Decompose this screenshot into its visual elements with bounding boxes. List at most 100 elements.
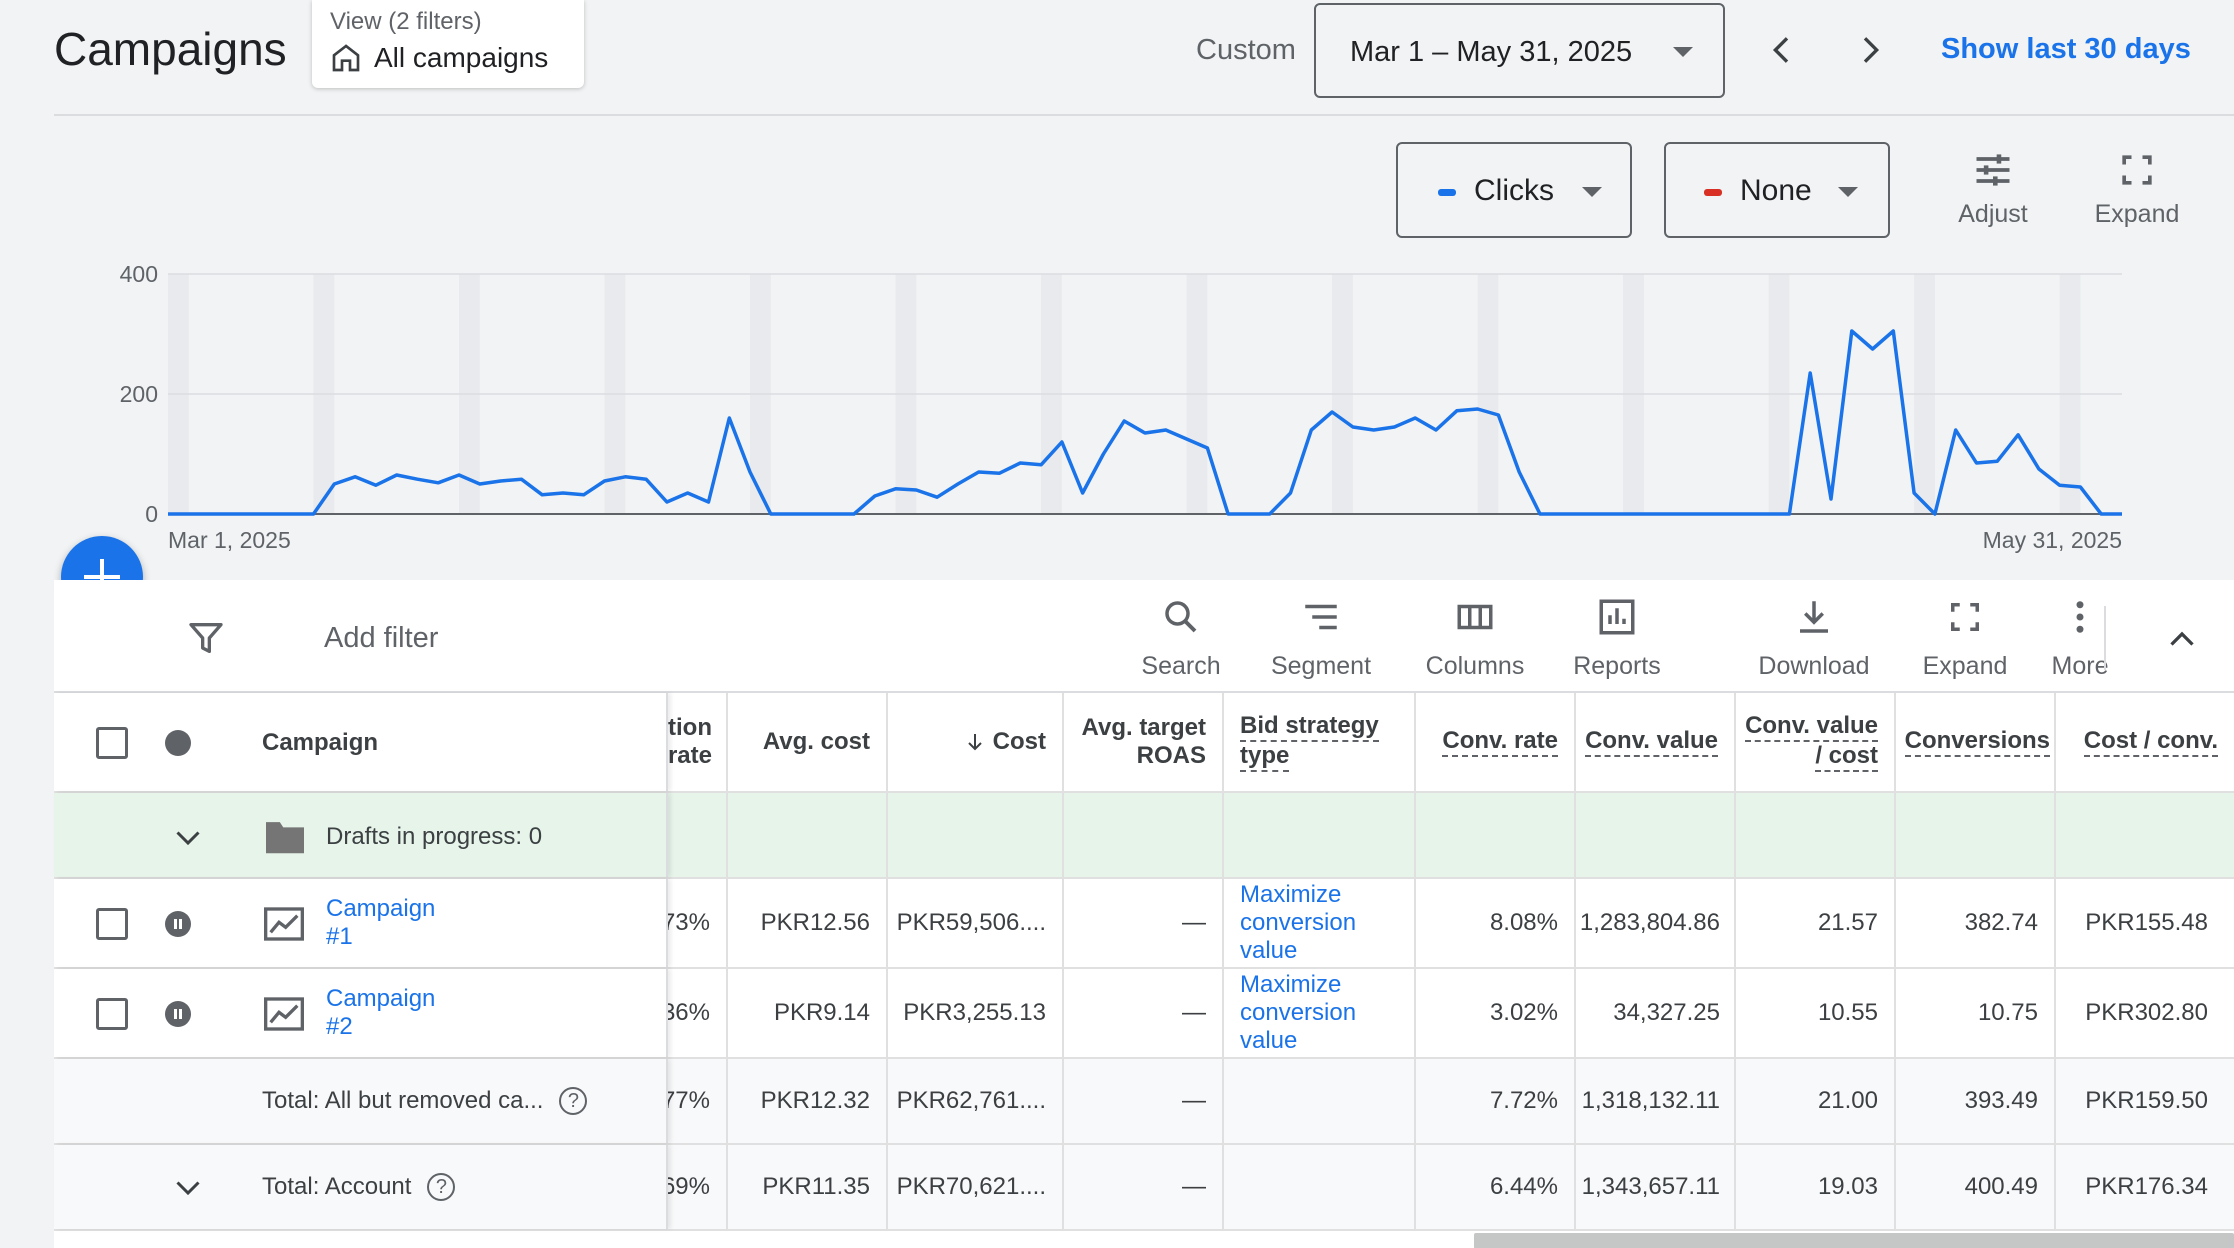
conversion-rate-cell: 69%: [668, 1145, 728, 1229]
chevron-right-icon: [1863, 37, 1880, 63]
conversions-header[interactable]: Conversions: [1896, 693, 2056, 791]
chevron-down-icon[interactable]: [170, 1169, 206, 1205]
paused-status-icon[interactable]: [165, 1001, 191, 1027]
avg-cost-header[interactable]: Avg. cost: [728, 693, 888, 791]
metric-1-swatch: [1438, 189, 1456, 196]
campaigns-table: Campaign tion rate Avg. cost Cost Avg. t…: [54, 693, 2234, 1248]
bar-chart-icon: [1599, 599, 1635, 635]
expand-label: Expand: [2094, 200, 2180, 228]
roas-cell: —: [1064, 969, 1224, 1057]
toolbar-divider: [2104, 606, 2106, 670]
horizontal-scrollbar[interactable]: [1474, 1233, 2234, 1248]
next-period-button[interactable]: [1850, 30, 1890, 70]
conv-value-cell: 1,283,804.86: [1576, 879, 1736, 967]
show-last-30-days-link[interactable]: Show last 30 days: [1941, 33, 2191, 65]
cost-per-conv-header[interactable]: Cost / conv.: [2056, 693, 2234, 791]
arrow-down-icon: [967, 734, 982, 751]
reports-button[interactable]: Reports: [1562, 596, 1672, 681]
conv-value-cell: 1,343,657.11: [1576, 1145, 1736, 1229]
clicks-chart: 400 200 0 Mar 1, 2025 May 31, 2025: [0, 250, 2234, 580]
select-all-checkbox[interactable]: [96, 727, 128, 759]
bid-strategy-type-header[interactable]: Bid strategy type: [1224, 693, 1416, 791]
y-tick-label: 0: [145, 501, 158, 527]
paused-status-icon[interactable]: [165, 911, 191, 937]
previous-period-button[interactable]: [1762, 30, 1802, 70]
date-range-value: Mar 1 – May 31, 2025: [1350, 36, 1633, 68]
search-icon: [1165, 601, 1197, 633]
total-removed-row: Total: All but removed ca... ? 77% PKR12…: [54, 1059, 2234, 1145]
avg-target-roas-header[interactable]: Avg. target ROAS: [1064, 693, 1224, 791]
filter-icon[interactable]: [186, 618, 226, 658]
campaign-name-link[interactable]: Campaign #2: [326, 985, 436, 1040]
avg-cost-cell: PKR11.35: [728, 1145, 888, 1229]
chevron-down-icon[interactable]: [170, 819, 206, 855]
more-button[interactable]: More: [2030, 596, 2130, 681]
home-icon: [332, 44, 360, 72]
segment-button[interactable]: Segment: [1266, 596, 1376, 681]
total-removed-label: Total: All but removed ca...: [262, 1087, 544, 1114]
columns-button[interactable]: Columns: [1420, 596, 1530, 681]
cost-per-conv-cell: PKR159.50: [2085, 1087, 2208, 1114]
view-filter-count: View (2 filters): [330, 8, 482, 35]
conversion-rate-cell: 77%: [668, 1059, 728, 1143]
adjust-chart-button[interactable]: Adjust: [1938, 148, 2048, 229]
conv-rate-header[interactable]: Conv. rate: [1416, 693, 1576, 791]
segment-label: Segment: [1270, 652, 1372, 680]
conv-rate-cell: 8.08%: [1416, 879, 1576, 967]
row-checkbox[interactable]: [96, 908, 128, 940]
expand-table-button[interactable]: Expand: [1910, 596, 2020, 681]
metric-1-selector[interactable]: Clicks: [1396, 142, 1632, 238]
campaigns-table-panel: Add filter Search Segment Columns Report…: [54, 580, 2234, 1248]
conv-value-per-cost-header[interactable]: Conv. value / cost: [1736, 693, 1896, 791]
cost-cell: PKR59,506....: [888, 879, 1064, 967]
help-icon[interactable]: ?: [559, 1087, 588, 1115]
date-range-picker[interactable]: Mar 1 – May 31, 2025: [1314, 3, 1725, 98]
chevron-up-icon[interactable]: [2164, 622, 2200, 658]
cost-cell: PKR62,761....: [888, 1059, 1064, 1143]
status-column-icon[interactable]: [165, 730, 191, 756]
x-tick-label: May 31, 2025: [1983, 527, 2122, 553]
conversions-cell: 393.49: [1896, 1059, 2056, 1143]
conv-value-cell: 34,327.25: [1576, 969, 1736, 1057]
x-tick-label: Mar 1, 2025: [168, 527, 291, 553]
conv-rate-cell: 3.02%: [1416, 969, 1576, 1057]
page-title: Campaigns: [54, 23, 287, 75]
help-icon[interactable]: ?: [427, 1173, 456, 1201]
table-row: Campaign #1 73% PKR12.56 PKR59,506.... —…: [54, 879, 2234, 969]
metric-2-swatch: [1704, 189, 1722, 196]
conversion-rate-cell: 36%: [668, 969, 728, 1057]
metric-2-selector[interactable]: None: [1664, 142, 1890, 238]
download-icon: [1800, 601, 1828, 633]
table-toolbar: Add filter Search Segment Columns Report…: [54, 580, 2234, 693]
cost-per-conv-cell: PKR302.80: [2085, 999, 2208, 1026]
drafts-row: Drafts in progress: 0: [54, 793, 2234, 879]
more-label: More: [2051, 652, 2109, 680]
download-button[interactable]: Download: [1754, 596, 1874, 681]
conv-value-header[interactable]: Conv. value: [1576, 693, 1736, 791]
clicks-series-line: [168, 329, 2122, 516]
date-range-type: Custom: [1196, 34, 1296, 66]
roas-cell: —: [1064, 1059, 1224, 1143]
search-button[interactable]: Search: [1126, 596, 1236, 681]
campaign-type-icon: [264, 997, 304, 1031]
y-tick-label: 400: [120, 261, 158, 287]
total-account-row: Total: Account ? 69% PKR11.35 PKR70,621.…: [54, 1145, 2234, 1231]
add-filter-button[interactable]: Add filter: [324, 622, 439, 654]
conv-value-cell: 1,318,132.11: [1576, 1059, 1736, 1143]
cost-header[interactable]: Cost: [888, 693, 1064, 791]
conv-value-cost-cell: 21.00: [1736, 1059, 1896, 1143]
fullscreen-icon: [1951, 603, 1979, 631]
view-selector[interactable]: View (2 filters) All campaigns: [312, 0, 584, 88]
avg-cost-cell: PKR9.14: [728, 969, 888, 1057]
cost-cell: PKR3,255.13: [888, 969, 1064, 1057]
conversion-rate-partial-header[interactable]: tion rate: [668, 693, 728, 791]
row-checkbox[interactable]: [96, 998, 128, 1030]
expand-chart-button[interactable]: Expand: [2082, 148, 2192, 229]
bid-strategy-link[interactable]: Maximize conversion value: [1224, 879, 1416, 967]
roas-cell: —: [1064, 879, 1224, 967]
total-account-label: Total: Account: [262, 1173, 412, 1200]
avg-cost-cell: PKR12.56: [728, 879, 888, 967]
bid-strategy-link[interactable]: Maximize conversion value: [1224, 969, 1416, 1057]
campaign-column-header[interactable]: Campaign: [262, 729, 379, 756]
campaign-name-link[interactable]: Campaign #1: [326, 895, 436, 950]
